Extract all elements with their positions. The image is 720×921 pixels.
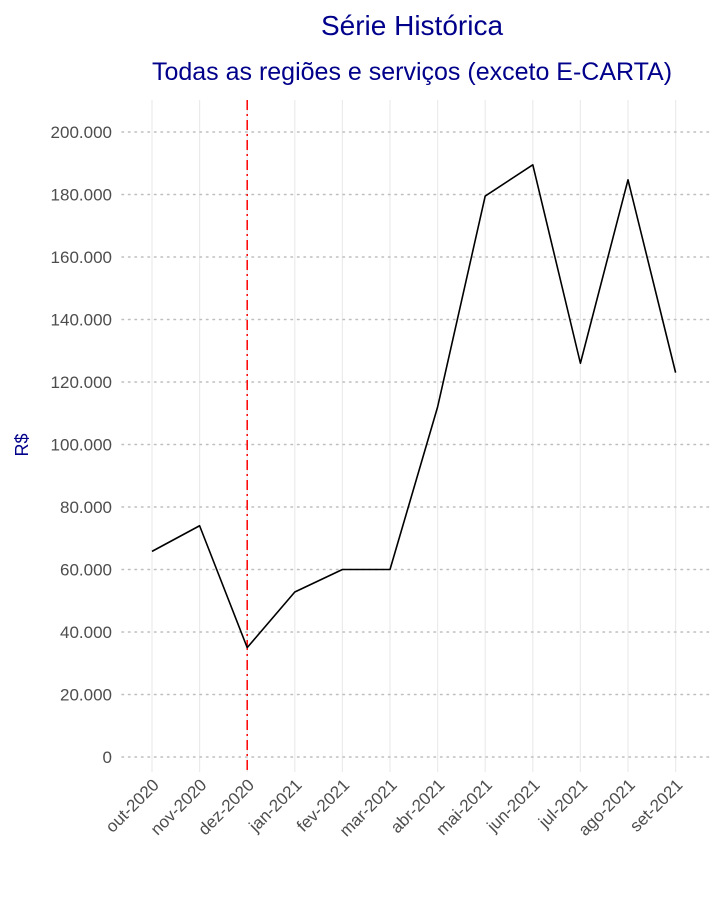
x-axis-ticks: out-2020nov-2020dez-2020jan-2021fev-2021… (102, 775, 686, 840)
y-axis-ticks: 0 20.000 40.000 60.000 80.000 100.000 120.000 1… (51, 123, 112, 767)
vertical-grid (151, 100, 677, 772)
y-tick-label: 200.000 (51, 123, 112, 142)
x-tick-label: set-2021 (626, 775, 686, 835)
x-tick-label: jan-2021 (245, 775, 306, 836)
y-tick-label: 40.000 (60, 623, 112, 642)
y-tick-label: 80.000 (60, 498, 112, 517)
y-tick-label: 60.000 (60, 561, 112, 580)
y-tick-label: 0 (103, 748, 112, 767)
y-tick-label: 140.000 (51, 311, 112, 330)
y-tick-label: 100.000 (51, 436, 112, 455)
series-line (151, 164, 677, 649)
x-tick-label: jun-2021 (483, 775, 544, 836)
y-tick-label: 180.000 (51, 186, 112, 205)
series-group (151, 164, 677, 649)
chart-subtitle: Todas as regiões e serviços (exceto E-CA… (151, 58, 673, 86)
y-tick-label: 20.000 (60, 686, 112, 705)
horizontal-grid (121, 131, 713, 758)
y-axis-label: R$ (12, 433, 32, 456)
y-tick-label: 120.000 (51, 373, 112, 392)
y-tick-label: 160.000 (51, 248, 112, 267)
chart-title: Série Histórica (320, 10, 504, 41)
